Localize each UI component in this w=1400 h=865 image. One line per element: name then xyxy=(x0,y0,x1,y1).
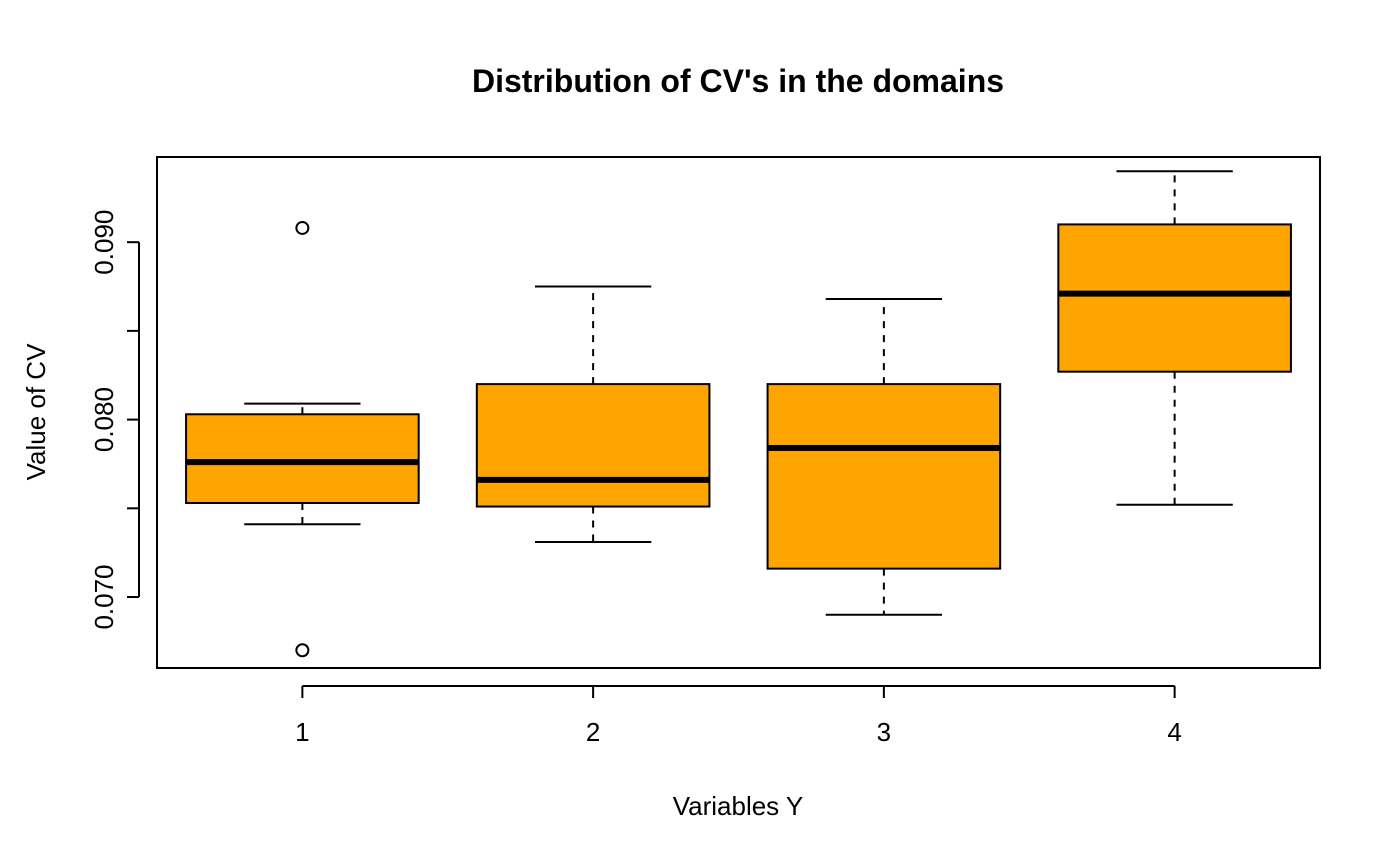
x-tick-label: 2 xyxy=(586,717,600,747)
plot-frame xyxy=(156,156,1321,669)
plot-layer: 0.070 0.080 0.090 1 2 3 4 xyxy=(89,170,1292,747)
outlier-point xyxy=(295,220,310,235)
outlier-point xyxy=(295,643,310,658)
chart-title: Distribution of CV's in the domains xyxy=(472,63,1004,99)
y-axis-label: Value of CV xyxy=(21,343,51,480)
x-tick-label: 4 xyxy=(1167,717,1181,747)
box xyxy=(1057,223,1292,373)
y-tick-label: 0.090 xyxy=(89,210,119,275)
y-tick-label: 0.080 xyxy=(89,387,119,452)
x-axis-label: Variables Y xyxy=(673,791,804,821)
x-tick-label: 3 xyxy=(877,717,891,747)
x-tick-label: 1 xyxy=(295,717,309,747)
box xyxy=(475,383,711,508)
box xyxy=(185,413,420,504)
box xyxy=(766,383,1002,570)
y-tick-label: 0.070 xyxy=(89,564,119,629)
